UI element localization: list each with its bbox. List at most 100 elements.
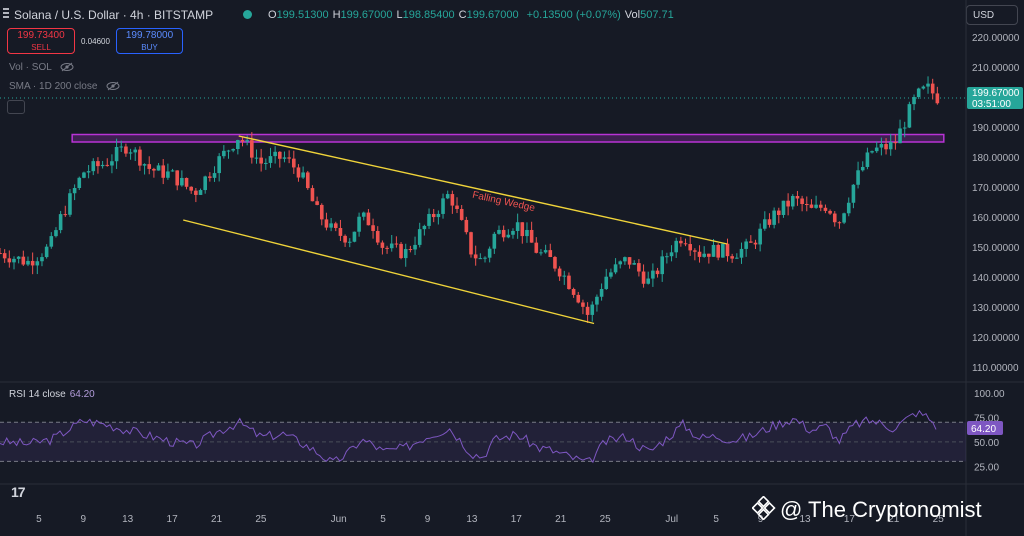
sma-indicator[interactable]: SMA · 1D 200 close <box>9 81 120 92</box>
buy-button[interactable]: 199.78000 BUY <box>116 28 183 54</box>
candle-body <box>240 140 245 142</box>
candle-body <box>543 250 548 253</box>
price-tick-label: 180.00000 <box>972 153 1020 164</box>
candle-body <box>683 243 688 245</box>
candle-body <box>669 252 674 257</box>
time-tick-label: 21 <box>555 514 567 525</box>
menu-icon[interactable] <box>3 8 9 18</box>
top-bar: Solana / U.S. Dollar · 4h · BITSTAMP O19… <box>0 0 1024 28</box>
candle-body <box>152 168 156 171</box>
candle-body <box>725 243 730 257</box>
candle-body <box>851 184 856 203</box>
candle-body <box>776 210 781 215</box>
time-tick-label: 9 <box>758 514 764 525</box>
candle-body <box>96 161 100 167</box>
candle-body <box>804 203 809 205</box>
time-tick-label: 5 <box>380 514 386 525</box>
candle-body <box>366 212 371 226</box>
candle-body <box>702 253 706 257</box>
time-tick-label: 9 <box>80 514 86 525</box>
rsi-tick-label: 50.00 <box>974 438 999 449</box>
time-tick-label: 21 <box>888 514 900 525</box>
ohlc-value: 199.51300 <box>276 9 329 21</box>
ohlc-value: 199.67000 <box>340 9 393 21</box>
resistance-zone <box>71 133 945 143</box>
candle-body <box>599 288 604 297</box>
candle-body <box>749 241 753 243</box>
candle-body <box>497 229 501 234</box>
time-tick-label: Jun <box>331 514 347 525</box>
candle-body <box>464 219 469 233</box>
candle-body <box>623 257 627 262</box>
candle-body <box>49 236 54 247</box>
candle-body <box>814 204 818 208</box>
candle-body <box>632 263 637 265</box>
price-tick-label: 130.00000 <box>972 303 1020 314</box>
candle-body <box>688 244 692 251</box>
candle-body <box>180 177 184 186</box>
candle-body <box>268 156 273 163</box>
candle-body <box>478 258 483 260</box>
candle-body <box>534 242 539 253</box>
candle-body <box>16 256 21 259</box>
ohlc-value: 507.71 <box>640 9 674 21</box>
candle-body <box>902 127 907 129</box>
candle-body <box>459 208 464 220</box>
candle-body <box>618 261 623 265</box>
candle-body <box>553 256 557 269</box>
candle-body <box>487 248 492 258</box>
collapse-legend-icon[interactable] <box>7 100 25 114</box>
time-tick-label: 13 <box>122 514 134 525</box>
time-tick-label: 17 <box>511 514 523 525</box>
candle-body <box>832 213 837 223</box>
price-tick-label: 150.00000 <box>972 243 1020 254</box>
time-tick-label: 5 <box>36 514 42 525</box>
wedge-lower-line[interactable] <box>183 219 595 325</box>
candle-body <box>450 194 455 206</box>
candle-body <box>222 150 226 157</box>
candle-body <box>291 158 296 168</box>
candle-body <box>501 229 506 238</box>
eye-off-icon[interactable] <box>60 62 74 72</box>
candle-body <box>483 257 487 259</box>
candle-body <box>198 190 203 195</box>
eye-off-icon[interactable] <box>106 81 120 91</box>
sell-button[interactable]: 199.73400 SELL <box>7 28 75 54</box>
candle-body <box>926 83 930 87</box>
time-tick-label: 13 <box>466 514 478 525</box>
candle-body <box>716 244 720 258</box>
candle-body <box>753 242 758 245</box>
candle-body <box>856 170 860 185</box>
candle-body <box>72 188 77 194</box>
candle-body <box>91 161 96 172</box>
candle-body <box>375 230 380 243</box>
price-tick-label: 210.00000 <box>972 63 1020 74</box>
price-tick-label: 190.00000 <box>972 123 1020 134</box>
symbol-title[interactable]: Solana / U.S. Dollar · 4h · BITSTAMP <box>14 8 214 22</box>
price-tick-label: 140.00000 <box>972 273 1020 284</box>
time-tick-label: 5 <box>713 514 719 525</box>
candle-body <box>469 232 473 255</box>
candle-body <box>809 204 814 208</box>
candle-body <box>427 213 431 226</box>
candle-body <box>399 243 403 259</box>
candle-body <box>585 306 590 315</box>
time-tick-label: 17 <box>167 514 179 525</box>
candle-body <box>916 88 921 98</box>
candle-body <box>245 140 249 142</box>
candle-body <box>576 294 581 303</box>
candle-body <box>721 243 725 258</box>
candle-body <box>912 97 916 105</box>
rsi-value-tag-text: 64.20 <box>971 424 996 435</box>
candle-body <box>282 157 287 159</box>
candle-body <box>329 223 333 228</box>
candle-body <box>898 128 902 144</box>
candle-body <box>800 198 804 204</box>
candle-body <box>305 172 310 189</box>
wedge-upper-line[interactable] <box>238 135 728 245</box>
candle-body <box>646 278 651 284</box>
volume-indicator[interactable]: Vol · SOL <box>9 62 74 73</box>
candle-body <box>860 166 865 171</box>
candle-body <box>604 276 609 289</box>
